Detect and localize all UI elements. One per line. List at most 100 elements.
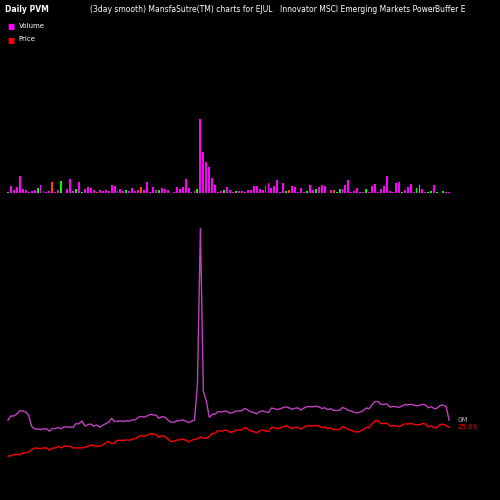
Bar <box>383 186 385 192</box>
Bar <box>282 184 284 192</box>
Bar <box>200 120 202 192</box>
Bar <box>120 189 122 192</box>
Bar <box>176 187 178 192</box>
Bar <box>212 178 213 192</box>
Bar <box>36 188 38 192</box>
Bar <box>108 190 110 192</box>
Bar <box>42 190 44 192</box>
Bar <box>256 186 258 192</box>
Bar <box>258 190 260 192</box>
Bar <box>34 190 35 192</box>
Bar <box>398 182 400 192</box>
Bar <box>155 190 157 192</box>
Bar <box>128 190 130 192</box>
Bar <box>410 184 412 192</box>
Bar <box>223 190 225 192</box>
Bar <box>194 191 196 192</box>
Bar <box>264 186 266 192</box>
Text: Volume: Volume <box>18 22 44 28</box>
Bar <box>386 176 388 192</box>
Bar <box>13 190 15 192</box>
Bar <box>66 188 68 192</box>
Bar <box>338 189 340 192</box>
Bar <box>93 190 95 192</box>
Bar <box>380 190 382 192</box>
Bar <box>206 162 208 192</box>
Bar <box>241 191 243 192</box>
Bar <box>262 190 264 192</box>
Bar <box>416 188 418 192</box>
Text: ■: ■ <box>8 22 15 32</box>
Text: ■: ■ <box>8 36 15 45</box>
Bar <box>229 190 231 192</box>
Bar <box>110 184 112 192</box>
Bar <box>152 186 154 192</box>
Bar <box>10 186 12 192</box>
Bar <box>406 187 408 192</box>
Text: Innovator MSCI Emerging Markets Power: Innovator MSCI Emerging Markets Power <box>280 5 436 14</box>
Bar <box>324 186 326 192</box>
Bar <box>202 152 204 192</box>
Bar <box>422 189 424 192</box>
Bar <box>238 191 240 192</box>
Bar <box>52 182 54 192</box>
Text: (3day smooth) MansfaSutre(TM) charts for EJUL: (3day smooth) MansfaSutre(TM) charts for… <box>90 5 272 14</box>
Bar <box>294 187 296 192</box>
Bar <box>214 184 216 192</box>
Bar <box>321 185 322 192</box>
Bar <box>330 190 332 192</box>
Text: Price: Price <box>18 36 36 42</box>
Bar <box>306 190 308 192</box>
Bar <box>430 191 432 192</box>
Bar <box>196 188 198 192</box>
Bar <box>208 167 210 192</box>
Bar <box>374 184 376 192</box>
Bar <box>300 188 302 192</box>
Bar <box>250 190 252 192</box>
Text: Daily PVM: Daily PVM <box>5 5 49 14</box>
Bar <box>161 188 163 192</box>
Bar <box>48 191 50 192</box>
Bar <box>182 188 184 192</box>
Bar <box>315 188 317 192</box>
Bar <box>69 180 71 192</box>
Bar <box>288 190 290 192</box>
Bar <box>116 191 118 192</box>
Bar <box>270 188 272 192</box>
Bar <box>286 191 287 192</box>
Bar <box>404 190 406 192</box>
Bar <box>99 190 100 192</box>
Bar <box>158 190 160 192</box>
Bar <box>114 186 116 192</box>
Bar <box>276 180 278 192</box>
Bar <box>126 190 128 192</box>
Bar <box>395 184 397 192</box>
Bar <box>312 190 314 192</box>
Bar <box>25 190 26 192</box>
Bar <box>178 190 180 192</box>
Bar <box>371 186 373 192</box>
Bar <box>226 186 228 192</box>
Bar <box>442 190 444 192</box>
Bar <box>78 182 80 192</box>
Bar <box>318 187 320 192</box>
Text: Buffer E: Buffer E <box>435 5 466 14</box>
Bar <box>220 191 222 192</box>
Bar <box>342 188 344 192</box>
Bar <box>348 180 350 192</box>
Bar <box>356 188 358 192</box>
Bar <box>138 190 139 192</box>
Text: 0M: 0M <box>458 418 468 424</box>
Bar <box>84 190 86 192</box>
Bar <box>332 190 334 192</box>
Bar <box>132 188 134 192</box>
Bar <box>58 190 59 192</box>
Bar <box>146 182 148 192</box>
Bar <box>235 191 237 192</box>
Bar <box>268 183 270 192</box>
Bar <box>365 189 367 192</box>
Bar <box>434 186 435 192</box>
Bar <box>252 186 254 192</box>
Bar <box>291 186 293 192</box>
Bar <box>40 186 42 192</box>
